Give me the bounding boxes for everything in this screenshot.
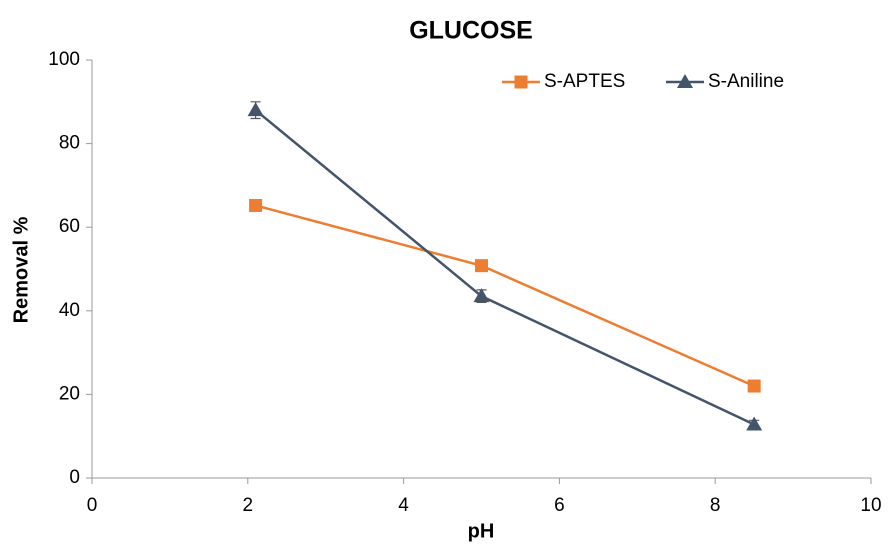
y-tick-label: 40 [59,300,80,321]
y-axis-label: Removal % [10,216,32,323]
y-tick-label: 0 [69,467,80,488]
marker [747,379,761,393]
marker [249,198,263,212]
series-line [255,204,755,388]
x-tick-label: 6 [554,495,565,516]
y-tick-label: 100 [48,49,80,70]
series-line [254,109,755,426]
x-tick-label: 4 [398,495,409,516]
x-axis-label: pH [468,520,495,542]
y-tick-label: 60 [59,216,80,237]
x-tick-label: 10 [860,495,881,516]
chart-title: GLUCOSE [409,17,533,45]
marker [746,416,763,431]
marker [247,102,264,117]
x-tick-label: 0 [87,495,98,516]
legend-marker [514,75,528,89]
x-tick-label: 2 [243,495,254,516]
legend-label: S-APTES [544,71,625,92]
y-tick-label: 20 [59,383,80,404]
legend-label: S-Aniline [708,71,784,92]
marker [473,288,490,303]
marker [475,259,488,273]
y-tick-label: 80 [59,133,80,154]
x-tick-label: 8 [710,495,721,516]
legend-marker [677,74,693,88]
